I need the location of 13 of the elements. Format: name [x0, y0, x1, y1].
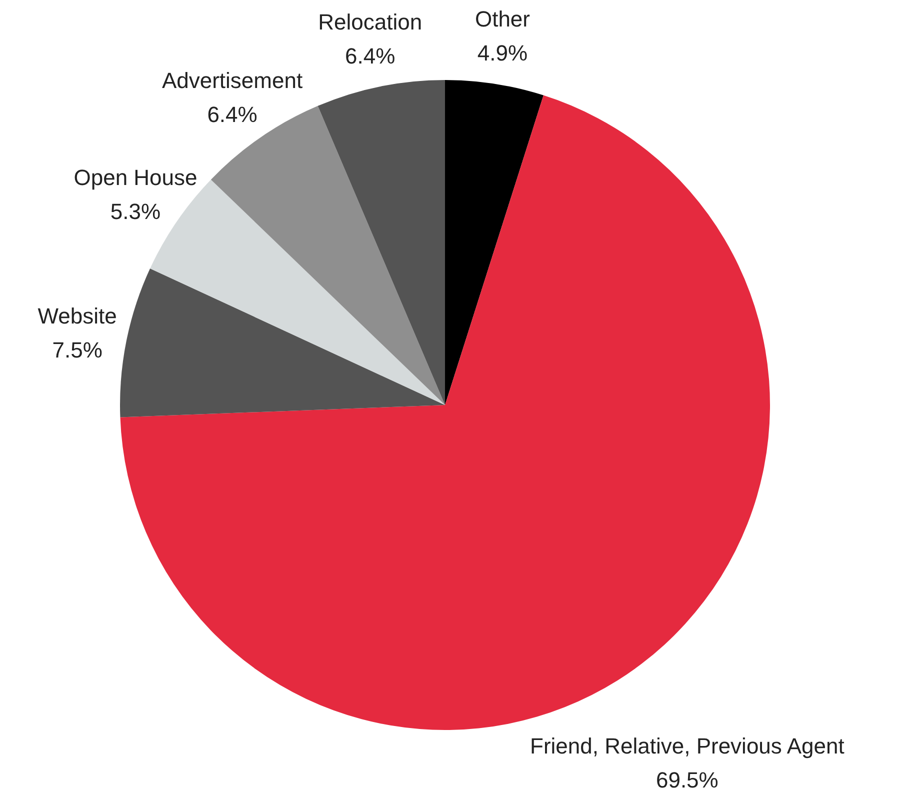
- data-label: 6.4%: [207, 102, 258, 128]
- data-label: 6.4%: [345, 44, 396, 69]
- slice-label: Advertisement: [162, 68, 303, 94]
- pie-slice: [445, 80, 544, 405]
- slice-label: Other: [474, 6, 530, 32]
- slice-label: Website: [38, 303, 117, 328]
- slice-label: Friend, Relative, Previous Agent: [530, 733, 844, 758]
- slice-label: Relocation: [318, 10, 422, 35]
- data-label: 69.5%: [656, 767, 718, 792]
- data-label: 4.9%: [477, 40, 528, 66]
- data-label: 5.3%: [110, 199, 161, 224]
- data-label: 7.5%: [52, 337, 102, 362]
- slice-label: Open House: [74, 165, 198, 190]
